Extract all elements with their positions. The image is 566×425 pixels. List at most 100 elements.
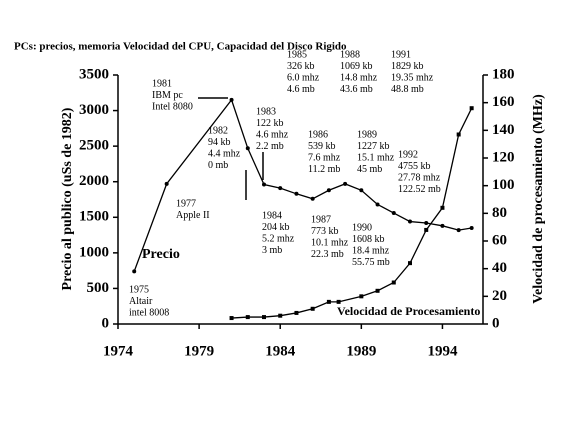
point — [278, 313, 283, 318]
point — [229, 97, 234, 102]
point — [262, 182, 266, 187]
annotation: 1987 — [311, 214, 331, 225]
y2-tick-label: 160 — [492, 94, 515, 110]
point — [469, 225, 474, 230]
y-tick-label: 500 — [87, 280, 110, 296]
annotation: 1983 — [256, 106, 276, 117]
annotation: 1981 — [152, 78, 172, 89]
annotation: 4755 kb — [398, 161, 431, 172]
annotation: 773 kb — [311, 226, 339, 237]
y-tick-label: 2500 — [79, 138, 109, 154]
annotation: 1608 kb — [352, 234, 385, 245]
point — [245, 146, 250, 151]
point — [278, 186, 283, 191]
y2-tick-label: 140 — [492, 122, 515, 138]
x-tick-label: 1994 — [427, 343, 458, 359]
point — [375, 288, 380, 293]
x-tick-label: 1984 — [265, 343, 296, 359]
y2-tick-label: 180 — [492, 66, 515, 82]
annotation: 1991 — [391, 49, 411, 60]
point — [359, 188, 364, 193]
annotation: 48.8 mb — [391, 84, 424, 95]
x-tick-label: 1989 — [346, 343, 376, 359]
series-line — [231, 107, 473, 319]
annotation: 55.75 mb — [352, 257, 390, 268]
y-tick-label: 1500 — [79, 209, 109, 225]
annotation: intel 8008 — [129, 307, 169, 318]
annotation: 22.3 mb — [311, 249, 344, 260]
annotation: 1975 — [129, 284, 149, 295]
annotation: 1985 — [287, 49, 307, 60]
point — [408, 261, 412, 266]
point — [456, 228, 461, 233]
annotation: 43.6 mb — [340, 84, 373, 95]
point — [132, 269, 137, 274]
point — [456, 132, 461, 137]
annotation: 6.0 mhz — [287, 72, 320, 83]
point — [164, 181, 169, 186]
y-tick-label: 3500 — [79, 66, 109, 82]
annotation: 7.6 mhz — [308, 152, 341, 163]
y2-tick-label: 100 — [492, 177, 515, 193]
series-line — [133, 98, 472, 272]
annotation: 18.4 mhz — [352, 245, 390, 256]
y2-tick-label: 40 — [492, 260, 507, 276]
y2-tick-label: 60 — [492, 232, 507, 248]
annotation: 94 kb — [208, 137, 231, 148]
x-tick-label: 1979 — [184, 343, 214, 359]
annotation: 27.78 mhz — [398, 172, 441, 183]
annotation: 19.35 mhz — [391, 72, 434, 83]
annotation: 539 kb — [308, 141, 336, 152]
annotation: 326 kb — [287, 61, 315, 72]
annotation: 1227 kb — [357, 141, 390, 152]
annotation: 10.1 mhz — [311, 237, 349, 248]
point — [359, 294, 364, 299]
annotation: 3 mb — [262, 245, 282, 256]
annotation: 11.2 mb — [308, 164, 340, 175]
annotation: 2.2 mb — [256, 141, 284, 152]
point — [391, 211, 396, 216]
annotation: 1988 — [340, 49, 360, 60]
point — [408, 219, 412, 224]
annotation: 1986 — [308, 129, 328, 140]
y2-axis-label: Velocidad de procesamiento (MHz) — [531, 94, 546, 304]
point — [391, 280, 396, 285]
point — [326, 299, 331, 304]
annotation: 1982 — [208, 125, 228, 136]
annotation: Altair — [129, 296, 153, 307]
y-tick-label: 3000 — [79, 102, 109, 118]
y2-tick-label: 80 — [492, 205, 507, 221]
annotation: 4.6 mhz — [256, 129, 289, 140]
y2-tick-label: 0 — [492, 315, 500, 331]
chart-title: PCs: precios, memoria Velocidad del CPU,… — [14, 41, 347, 53]
point — [310, 196, 315, 201]
y2-tick-label: 20 — [492, 288, 507, 304]
annotation: 122 kb — [256, 118, 284, 129]
annotation: 204 kb — [262, 222, 290, 233]
point — [262, 315, 266, 320]
point — [294, 191, 299, 196]
point — [336, 299, 341, 304]
point — [469, 106, 474, 111]
annotation: IBM pc — [152, 90, 183, 101]
annotation: Apple II — [176, 210, 210, 221]
point — [440, 205, 445, 210]
y-axis-label: Precio al publico (uSs de 1982) — [60, 107, 75, 290]
annotation: 1990 — [352, 222, 372, 233]
y2-tick-label: 120 — [492, 149, 515, 165]
y-tick-label: 1000 — [79, 244, 109, 260]
point — [229, 316, 234, 321]
annotation: 1989 — [357, 129, 377, 140]
point — [375, 202, 380, 207]
point — [310, 306, 315, 311]
annotation: 1977 — [176, 198, 196, 209]
annotation: Intel 8080 — [152, 101, 193, 112]
y-tick-label: 2000 — [79, 173, 109, 189]
annotation: 45 mb — [357, 164, 382, 175]
annotation: 1069 kb — [340, 61, 373, 72]
annotation: 1984 — [262, 210, 282, 221]
annotation: 4.4 mhz — [208, 148, 241, 159]
point — [294, 310, 299, 315]
point — [245, 315, 250, 320]
